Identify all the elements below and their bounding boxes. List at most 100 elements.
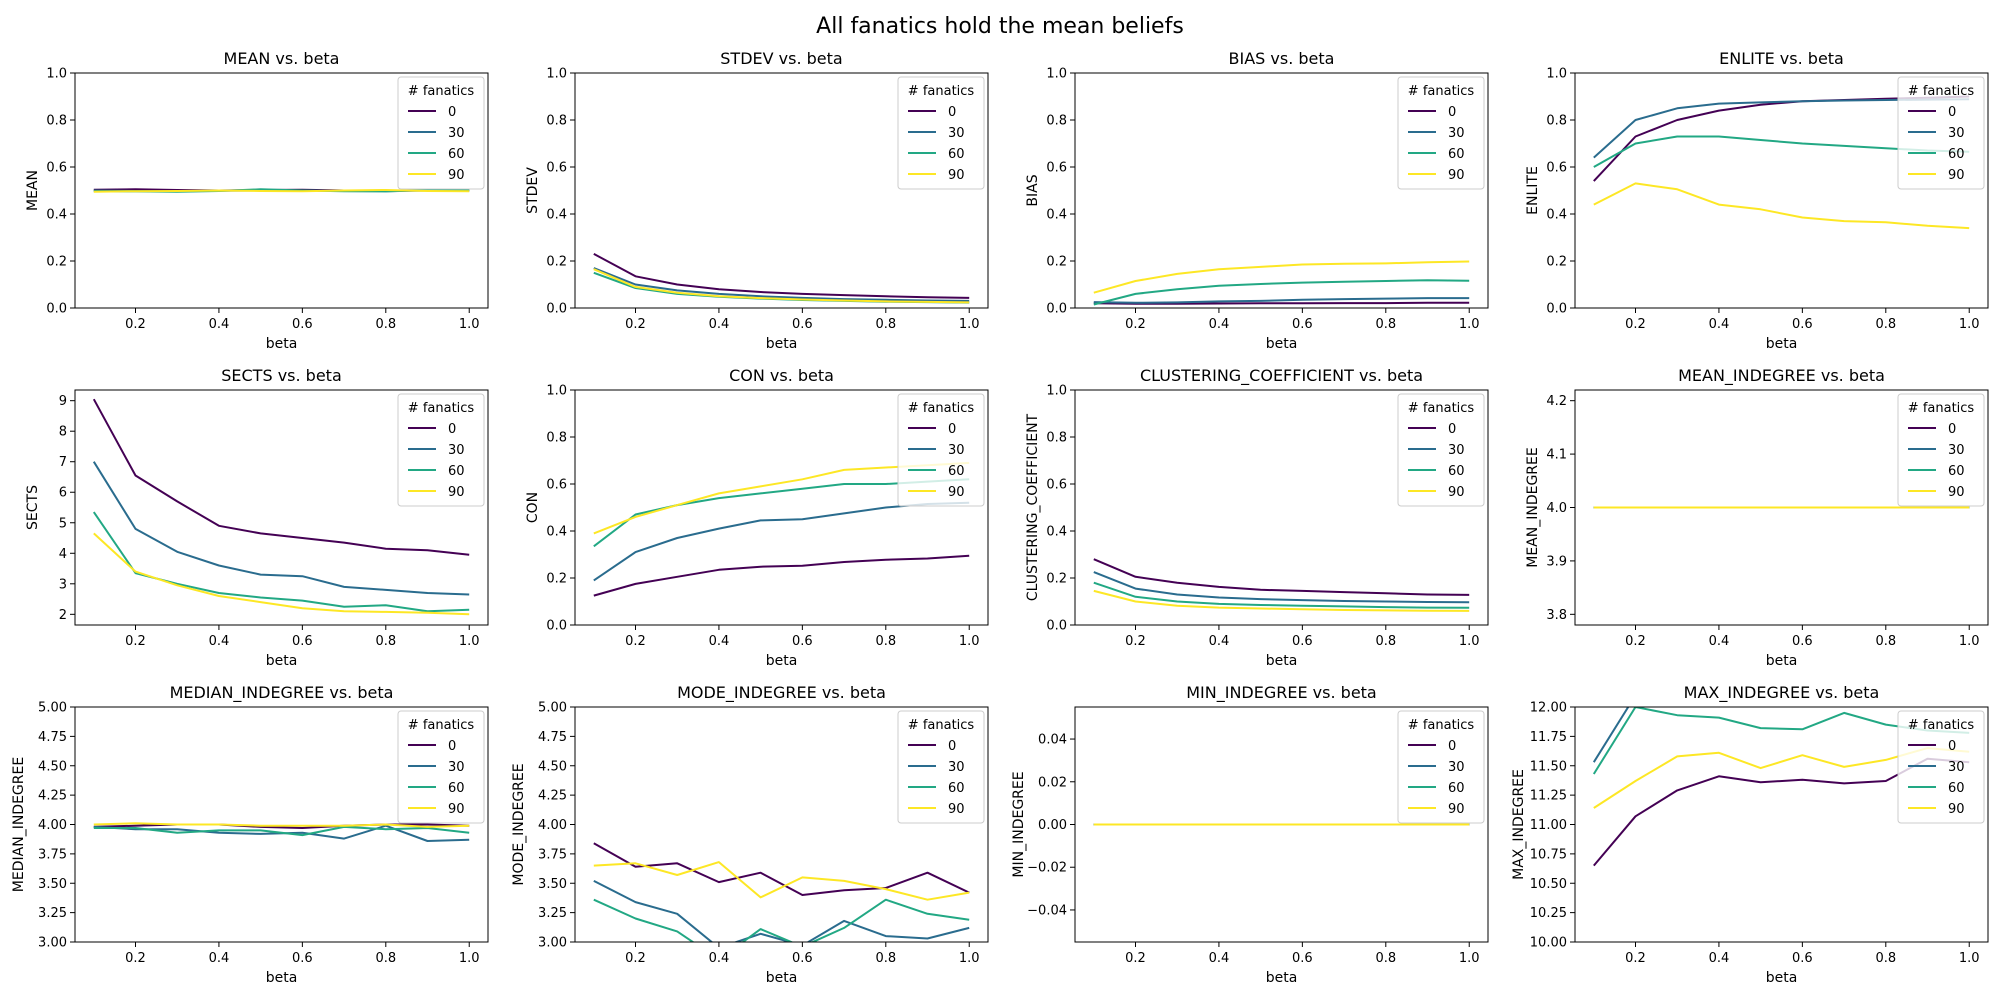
x-tick-label: 0.2 (625, 317, 646, 332)
series-line-0 (1093, 558, 1470, 596)
subplot-title: MODE_INDEGREE vs. beta (677, 683, 886, 703)
axes-frame (74, 389, 489, 626)
y-axis-label: MEDIAN_INDEGREE (11, 757, 27, 892)
x-tick-label: 1.0 (1959, 951, 1980, 966)
y-tick-label: 3.00 (538, 936, 567, 951)
x-tick-label: 1.0 (959, 634, 980, 649)
subplot-title: MEDIAN_INDEGREE vs. beta (170, 683, 394, 703)
y-tick-label: 0.2 (1546, 255, 1567, 270)
y-tick-label: 0.8 (546, 114, 567, 129)
y-tick-label: 1.0 (546, 384, 567, 399)
x-tick-label: 0.6 (1792, 951, 1813, 966)
y-axis-label: MIN_INDEGREE (1011, 771, 1027, 877)
series-line-0 (92, 398, 470, 556)
x-tick-label: 0.8 (1375, 317, 1396, 332)
figure-suptitle: All fanatics hold the mean beliefs (816, 14, 1184, 39)
legend-entry: 60 (448, 464, 465, 479)
y-tick-label: −0.02 (1027, 861, 1067, 876)
y-tick-label: 4.1 (1546, 448, 1567, 463)
y-tick-label: 3.25 (538, 906, 567, 921)
x-tick-label: 0.4 (1209, 951, 1230, 966)
series-line-30 (1093, 297, 1470, 304)
x-tick-label: 1.0 (1959, 634, 1980, 649)
y-tick-label: 4.25 (538, 789, 567, 804)
y-tick-label: 4.75 (38, 730, 67, 745)
y-tick-label: 0.8 (46, 114, 67, 129)
x-axis-label: beta (1766, 653, 1798, 669)
y-tick-label: 4.00 (538, 818, 567, 833)
y-tick-label: 0.2 (546, 572, 567, 587)
x-tick-label: 0.6 (792, 634, 813, 649)
x-tick-label: 1.0 (459, 951, 480, 966)
y-tick-label: 0.6 (1546, 161, 1567, 176)
x-tick-label: 1.0 (1459, 951, 1480, 966)
x-tick-label: 1.0 (459, 634, 480, 649)
x-tick-label: 0.6 (1292, 951, 1313, 966)
y-tick-label: 0.8 (1546, 114, 1567, 129)
legend-entry: 60 (1448, 781, 1465, 796)
x-tick-label: 0.4 (709, 634, 730, 649)
axes-frame (1074, 706, 1489, 943)
subplot-title: ENLITE vs. beta (1719, 49, 1844, 68)
x-tick-label: 0.2 (125, 317, 146, 332)
y-tick-label: 0.0 (546, 619, 567, 634)
legend-box (1397, 710, 1485, 824)
y-tick-label: 0.0 (1046, 302, 1067, 317)
series-line-30 (593, 267, 970, 302)
legend-box (1397, 76, 1485, 190)
legend-box (1897, 393, 1985, 507)
series-line-90 (1593, 182, 1970, 230)
x-axis-label: beta (766, 336, 798, 352)
y-tick-label: 0.2 (546, 255, 567, 270)
series-line-0 (1093, 301, 1470, 305)
legend-entry: 30 (448, 760, 465, 775)
y-tick-label: 10.50 (1530, 877, 1567, 892)
x-tick-label: 0.4 (1709, 317, 1730, 332)
y-tick-label: 11.50 (1530, 759, 1567, 774)
legend-entry: 60 (448, 781, 465, 796)
x-tick-label: 0.4 (209, 317, 230, 332)
subplot-title: BIAS vs. beta (1229, 49, 1335, 68)
y-tick-label: 0.0 (1546, 302, 1567, 317)
legend-box (1897, 710, 1985, 824)
legend-entry: 0 (448, 739, 456, 754)
y-axis-label: CLUSTERING_COEFFICIENT (1025, 413, 1041, 601)
legend-title: # fanatics (908, 401, 975, 416)
y-tick-label: 0.0 (546, 302, 567, 317)
legend: # fanatics 0 30 60 90 (1897, 710, 1985, 824)
y-tick-label: 1.0 (546, 67, 567, 82)
x-tick-label: 1.0 (1959, 317, 1980, 332)
series-line-90 (593, 861, 970, 901)
legend-entry: 90 (948, 802, 965, 817)
axes-frame (574, 72, 989, 309)
series-lines (93, 188, 470, 193)
x-tick-label: 0.4 (209, 951, 230, 966)
x-tick-label: 0.8 (1375, 634, 1396, 649)
legend-entry: 90 (948, 485, 965, 500)
x-tick-label: 0.2 (625, 951, 646, 966)
legend-entry: 0 (1448, 105, 1456, 120)
series-line-60 (1093, 581, 1470, 609)
legend: # fanatics 0 30 60 90 (1397, 76, 1485, 190)
y-axis-label: MEAN_INDEGREE (1525, 447, 1541, 567)
x-tick-label: 1.0 (1459, 317, 1480, 332)
y-axis-label: CON (525, 492, 541, 523)
y-tick-label: 1.0 (46, 67, 67, 82)
subplot-10: MODE_INDEGREE vs. beta 0.2 0.4 0.6 0.8 1.0 3.0… (511, 683, 989, 986)
series-line-90 (1093, 260, 1470, 294)
legend-entry: 90 (448, 802, 465, 817)
legend-entry: 90 (1948, 802, 1965, 817)
y-tick-label: 4.25 (38, 789, 67, 804)
legend-box (1397, 393, 1485, 507)
legend-box (397, 76, 485, 190)
legend-entry: 90 (448, 168, 465, 183)
x-tick-label: 0.2 (125, 951, 146, 966)
legend-entry: 30 (448, 443, 465, 458)
legend-title: # fanatics (1408, 84, 1475, 99)
y-tick-label: 0.8 (1046, 114, 1067, 129)
y-tick-label: 1.0 (1046, 384, 1067, 399)
legend-entry: 90 (1948, 168, 1965, 183)
x-axis-label: beta (266, 970, 298, 986)
x-tick-label: 0.2 (1125, 634, 1146, 649)
